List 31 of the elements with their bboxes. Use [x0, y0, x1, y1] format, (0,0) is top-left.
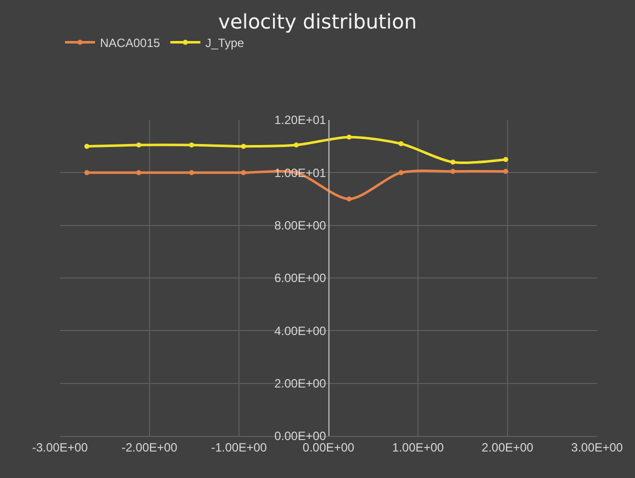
y-tick-label: 8.00E+00	[274, 218, 326, 233]
x-tick-label: -2.00E+00	[122, 440, 178, 454]
x-tick-label: 2.00E+00	[482, 440, 534, 454]
point	[503, 168, 508, 174]
y-tick-label: 1.20E+01	[274, 113, 326, 128]
point	[294, 142, 299, 148]
point	[398, 170, 404, 176]
point	[503, 157, 508, 162]
legend-label: J_Type	[205, 36, 244, 50]
legend-label: NACA0015	[100, 36, 160, 50]
x-tick-label: -1.00E+00	[211, 440, 268, 454]
point	[450, 160, 456, 165]
x-tick-label: 3.00E+00	[571, 440, 624, 454]
y-tick-label: 2.00E+00	[274, 376, 326, 391]
x-tick-label: -3.00E+00	[32, 440, 88, 454]
point	[189, 170, 194, 176]
point	[240, 170, 246, 176]
point	[136, 142, 142, 148]
x-tick-label: 1.00E+00	[392, 440, 444, 454]
point	[398, 141, 404, 146]
y-tick-label: 6.00E+00	[274, 271, 326, 286]
chart-title: velocity distribution	[218, 9, 417, 34]
point	[136, 170, 142, 176]
point	[189, 142, 194, 148]
point	[84, 170, 90, 176]
point	[450, 168, 456, 174]
point	[346, 134, 352, 140]
point	[84, 144, 90, 149]
point	[346, 196, 352, 202]
y-tick-label: 4.00E+00	[274, 324, 326, 338]
point	[240, 144, 246, 149]
